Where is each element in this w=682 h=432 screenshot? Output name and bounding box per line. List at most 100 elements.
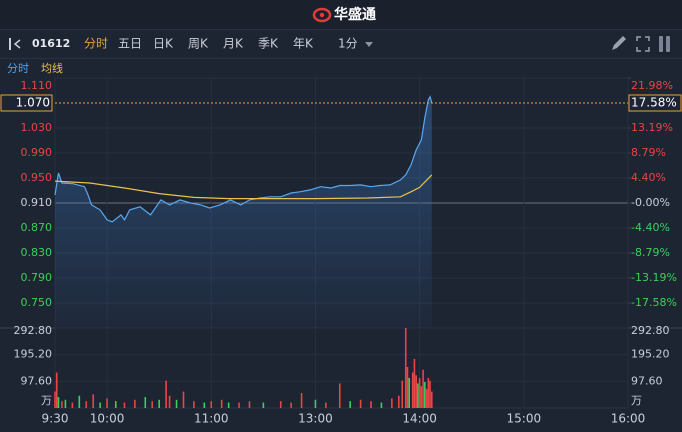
interval[interactable]: 1分 bbox=[338, 37, 358, 51]
volume-bar bbox=[430, 391, 433, 408]
volume-bar bbox=[424, 382, 426, 408]
volume-bar bbox=[55, 372, 58, 408]
volume-bar bbox=[182, 391, 185, 408]
volume-bar bbox=[78, 395, 81, 408]
draw-icon[interactable] bbox=[612, 36, 626, 50]
y2-tick-label: 4.40% bbox=[631, 171, 666, 184]
y-tick-label: 0.910 bbox=[21, 196, 53, 209]
volume-bar bbox=[168, 395, 171, 408]
volume-bar bbox=[325, 402, 327, 408]
vol-tick-label-right: 292.80 bbox=[631, 324, 670, 337]
period-tab[interactable]: 分时 bbox=[84, 37, 108, 51]
volume-bar bbox=[418, 377, 421, 408]
volume-bar bbox=[262, 402, 265, 408]
volume-bar bbox=[61, 401, 63, 408]
last-price-box bbox=[0, 94, 53, 112]
y-tick-label: 0.750 bbox=[21, 296, 53, 309]
volume-bar bbox=[165, 380, 167, 408]
volume-bar bbox=[54, 391, 56, 408]
last-price-label: 1.070 bbox=[16, 96, 50, 110]
volume-bar bbox=[338, 383, 341, 408]
y-tick-label: 0.990 bbox=[21, 146, 53, 159]
settings-icon[interactable] bbox=[659, 36, 670, 52]
volume-bar bbox=[248, 401, 251, 408]
volume-bar bbox=[134, 399, 136, 408]
x-tick-label: 16:00 bbox=[611, 412, 646, 426]
stock-code: 01612 bbox=[32, 37, 70, 50]
period-tab[interactable]: 周K bbox=[188, 37, 209, 51]
price-line bbox=[54, 95, 433, 223]
volume-bar bbox=[92, 394, 94, 408]
volume-bar bbox=[415, 375, 417, 408]
volume-bar bbox=[413, 358, 416, 408]
volume-bar bbox=[406, 367, 409, 408]
y-tick-label: 0.830 bbox=[21, 246, 53, 259]
volume-bar bbox=[99, 402, 101, 408]
avg-line bbox=[54, 174, 433, 200]
volume-bar bbox=[279, 401, 282, 408]
fullscreen-icon[interactable] bbox=[636, 36, 650, 52]
legend-avg: 均线 bbox=[41, 61, 63, 75]
period-tab[interactable]: 季K bbox=[258, 37, 279, 51]
volume-bar bbox=[151, 401, 154, 408]
volume-bar bbox=[420, 386, 423, 408]
volume-bar bbox=[391, 398, 393, 408]
volume-bar bbox=[193, 401, 195, 408]
volume-bar bbox=[408, 377, 411, 408]
volume-bar bbox=[114, 401, 117, 408]
volume-bar bbox=[175, 399, 178, 408]
y2-tick-label: -8.79% bbox=[631, 246, 670, 259]
period-tab[interactable]: 月K bbox=[223, 37, 244, 51]
volume-bar bbox=[106, 398, 108, 408]
vol-unit-right: 万 bbox=[631, 394, 642, 407]
brand: 华盛通 bbox=[334, 6, 376, 23]
legend-price: 分时 bbox=[7, 62, 29, 75]
volume-bar bbox=[401, 380, 404, 408]
y-tick-label: 0.950 bbox=[21, 171, 53, 184]
vol-tick-label: 292.80 bbox=[14, 324, 53, 337]
y2-tick-label: -0.00% bbox=[631, 196, 670, 209]
volume-bar bbox=[57, 397, 60, 408]
price-area bbox=[55, 96, 432, 328]
volume-bar bbox=[300, 392, 303, 408]
volume-bar bbox=[417, 383, 419, 408]
vol-tick-label-right: 97.60 bbox=[631, 374, 663, 387]
y2-tick-label: 21.98% bbox=[631, 79, 673, 92]
y2-tick-label: -17.58% bbox=[631, 296, 677, 309]
volume-bar bbox=[429, 380, 431, 408]
y-tick-label: 0.790 bbox=[21, 271, 53, 284]
period-tab[interactable]: 日K bbox=[153, 37, 174, 51]
last-pct-box bbox=[628, 94, 682, 112]
volume-bar bbox=[123, 402, 126, 408]
vol-unit: 万 bbox=[41, 394, 52, 407]
x-tick-label: 14:00 bbox=[402, 412, 437, 426]
volume-bar bbox=[203, 402, 206, 408]
volume-bar bbox=[158, 399, 160, 408]
logo bbox=[312, 7, 332, 23]
collapse-icon[interactable] bbox=[9, 38, 21, 50]
period-tab[interactable]: 五日 bbox=[118, 37, 142, 51]
volume-bar bbox=[398, 395, 400, 408]
volume-bar bbox=[290, 402, 292, 408]
volume-bar bbox=[238, 402, 240, 408]
x-tick-label: 11:00 bbox=[194, 412, 229, 426]
y2-tick-label: 8.79% bbox=[631, 146, 666, 159]
x-tick-label: 13:00 bbox=[298, 412, 333, 426]
y-tick-label: 1.030 bbox=[21, 121, 53, 134]
vol-tick-label: 97.60 bbox=[21, 374, 53, 387]
x-tick-label: 10:00 bbox=[90, 412, 125, 426]
volume-bar bbox=[220, 399, 223, 408]
volume-bar bbox=[314, 399, 317, 408]
volume-bar bbox=[144, 397, 147, 408]
period-tab[interactable]: 年K bbox=[293, 37, 314, 51]
volume-bar bbox=[411, 372, 414, 408]
volume-bar bbox=[425, 388, 428, 408]
dropdown-arrow[interactable] bbox=[365, 42, 373, 47]
y-tick-label: 0.870 bbox=[21, 221, 53, 234]
volume-bar bbox=[427, 377, 430, 408]
y2-tick-label: -13.19% bbox=[631, 271, 677, 284]
volume-bar bbox=[85, 401, 88, 408]
y2-tick-label: -4.40% bbox=[631, 221, 670, 234]
volume-bar bbox=[64, 399, 67, 408]
